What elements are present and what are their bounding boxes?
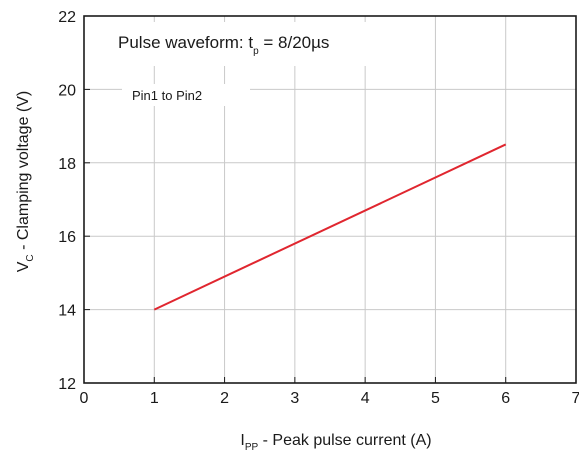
- series-layer: [153, 143, 507, 311]
- x-axis-label-rest: - Peak pulse current (A): [258, 432, 431, 449]
- y-axis-label-main: V: [15, 261, 32, 272]
- x-tick-label: 6: [501, 390, 510, 407]
- y-tick-label: 14: [58, 303, 76, 320]
- x-axis-label-subscript: PP: [245, 442, 259, 453]
- chart-title: Pulse waveform: tp = 8/20µs: [118, 33, 329, 57]
- y-tick-label: 16: [58, 229, 76, 246]
- x-tick-label: 1: [150, 390, 159, 407]
- x-tick-label: 4: [361, 390, 370, 407]
- y-axis-label: VC - Clamping voltage (V): [15, 91, 36, 273]
- y-axis-label-rest: - Clamping voltage (V): [15, 91, 32, 255]
- x-tick-label: 0: [80, 390, 89, 407]
- y-tick-label: 18: [58, 156, 76, 173]
- x-tick-label: 5: [431, 390, 440, 407]
- y-axis-label-subscript: C: [25, 254, 36, 261]
- x-tick-label: 7: [572, 390, 579, 407]
- y-tick-label: 22: [58, 9, 76, 26]
- plot-frame: [83, 15, 577, 384]
- x-axis-label-main: I: [240, 432, 244, 449]
- title-rest: = 8/20µs: [259, 33, 330, 52]
- title-main: Pulse waveform: t: [118, 33, 253, 52]
- grid: [84, 16, 576, 383]
- y-tick-label: 12: [58, 376, 76, 393]
- title-subscript: p: [253, 46, 259, 57]
- title-background: [102, 22, 420, 66]
- clamping-voltage-line: [153, 143, 507, 311]
- x-tick-label: 3: [290, 390, 299, 407]
- x-axis-label: IPP - Peak pulse current (A): [240, 432, 431, 453]
- annotation-background: [122, 84, 250, 106]
- y-tick-label: 20: [58, 82, 76, 99]
- x-tick-label: 2: [220, 390, 229, 407]
- annotation-pin1-to-pin2: Pin1 to Pin2: [132, 88, 202, 103]
